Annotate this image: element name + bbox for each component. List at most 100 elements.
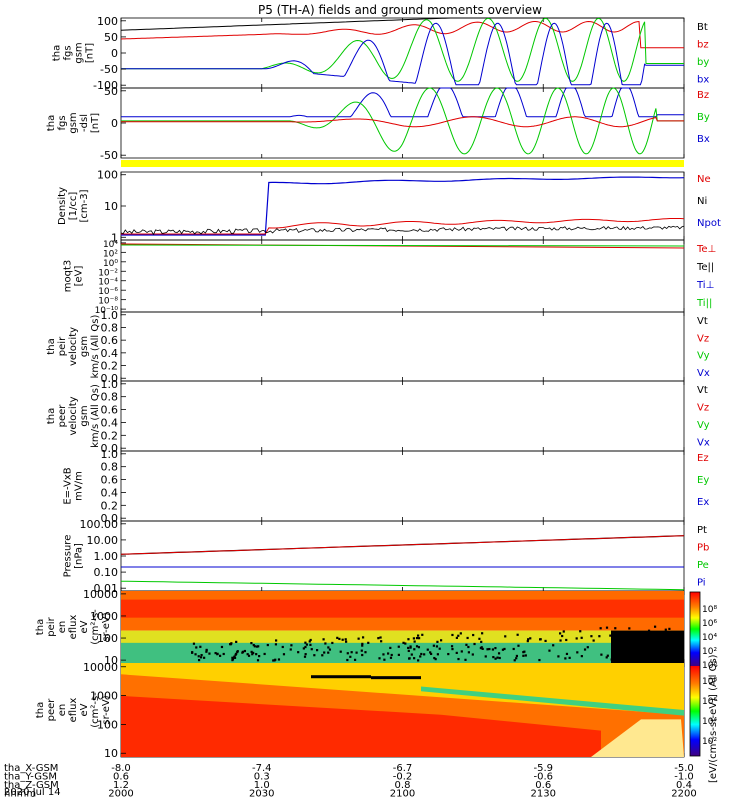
y-axis-label: gsm — [68, 112, 79, 133]
y-tick-label: 100 — [97, 169, 118, 182]
y-axis-label: peir — [57, 336, 68, 356]
y-tick-label: 0.10 — [94, 566, 119, 579]
y-tick-label: 100 — [97, 632, 118, 645]
y-tick-label: 50 — [104, 31, 118, 44]
legend-entry: Vx — [697, 368, 710, 379]
y-axis-label: tha — [46, 408, 57, 424]
y-axis-label: velocity — [68, 396, 79, 435]
y-axis-label: (cm²-s- — [90, 692, 101, 728]
bx-line — [121, 22, 684, 86]
panel-frame-pressure — [120, 520, 685, 592]
y-axis-label: -dsl — [79, 114, 90, 132]
legend-entry: Ez — [697, 453, 709, 464]
y-tick-label: 1.0 — [101, 378, 119, 391]
y-tick-label: 0.01 — [94, 582, 119, 595]
y-axis-label: mV/m — [74, 471, 85, 501]
legend-entry: Bx — [697, 134, 710, 145]
y-axis-label: gsm — [79, 336, 90, 357]
ephemeris-value: -0.6 — [533, 772, 553, 783]
y-axis-label: peer — [57, 404, 68, 428]
y-tick-label: 10 — [104, 654, 118, 667]
ephemeris-label: tha_X-GSM — [4, 763, 58, 774]
colorbar-tick: 10⁶ — [702, 697, 717, 707]
colorbar-tick: 10² — [702, 737, 717, 747]
legend-entry: Pt — [697, 525, 707, 536]
ephemeris-value: 0.8 — [395, 780, 411, 791]
by-dsl-line — [121, 87, 684, 155]
y-tick-label: 0.6 — [101, 334, 119, 347]
legend-entry: Te⊥ — [696, 244, 716, 255]
y-tick-label: 0.0 — [101, 442, 119, 455]
y-axis-label: en — [57, 621, 68, 634]
y-axis-label: E=-VxB — [63, 467, 74, 504]
y-tick-label: 0 — [111, 117, 118, 130]
ephemeris-value: 2200 — [671, 789, 696, 800]
y-tick-label: 100.00 — [80, 518, 119, 531]
legend-entry: Vy — [697, 420, 710, 431]
legend-entry: Vz — [697, 403, 709, 414]
y-tick-label: 1.0 — [101, 448, 119, 461]
y-axis-label: peer — [46, 698, 57, 722]
ephemeris-value: 0.6 — [113, 772, 129, 783]
figure-title: P5 (TH-A) fields and ground moments over… — [258, 3, 542, 17]
legend-entry: Vx — [697, 438, 710, 449]
legend-entry: Vt — [697, 385, 708, 396]
y-tick-label: 0.2 — [101, 429, 119, 442]
legend-entry: Pb — [697, 543, 709, 554]
legend-entry: Pe — [697, 560, 709, 571]
y-axis-label: gsm — [79, 405, 90, 426]
ephemeris-value: 1.2 — [113, 780, 129, 791]
legend-entry: Vz — [697, 333, 709, 344]
y-tick-label: 10⁻⁸ — [98, 297, 118, 307]
colorbar-tick: 10² — [702, 647, 717, 657]
y-tick-label: -50 — [100, 149, 118, 162]
ephemeris-value: 2000 — [108, 789, 133, 800]
colorbar-tick: 10⁴ — [702, 633, 717, 643]
y-axis-label: velocity — [68, 327, 79, 366]
y-axis-label: (cm²-s- — [90, 609, 101, 645]
ephemeris-value: 0.3 — [254, 772, 270, 783]
y-axis-label: peir — [46, 616, 57, 636]
y-tick-label: 1.0 — [101, 309, 119, 322]
y-axis-label: moqt3 — [63, 260, 74, 293]
ephemeris-value: -0.2 — [393, 772, 413, 783]
y-tick-label: -50 — [100, 63, 118, 76]
y-axis-label: [nT] — [85, 43, 96, 63]
y-axis-label: tha — [46, 115, 57, 131]
bx-dsl-line — [121, 87, 684, 118]
legend-entry: Te|| — [696, 262, 714, 273]
ephemeris-label: tha_Y-GSM — [4, 772, 57, 783]
ephemeris-value: -1.0 — [674, 772, 694, 783]
y-tick-label: 10 — [104, 200, 118, 213]
y-axis-label: km/s (All Qs) — [90, 315, 101, 379]
y-tick-label: 10⁻⁶ — [98, 287, 118, 297]
y-axis-label: gsm — [74, 42, 85, 63]
y-tick-label: 10² — [103, 249, 118, 259]
ephemeris-value: 0.6 — [535, 780, 551, 791]
y-axis-label: fgs — [57, 115, 68, 130]
y-tick-label: 0.8 — [101, 461, 119, 474]
colorbar-tick: 10⁰ — [702, 661, 717, 671]
y-tick-label: 1.00 — [94, 550, 119, 563]
y-axis-label: en — [57, 704, 68, 717]
y-axis-label: tha — [35, 702, 46, 718]
colorbar-tick: 10⁸ — [702, 605, 717, 615]
y-axis-label: tha — [35, 619, 46, 635]
colorbar-tick: 10⁴ — [702, 717, 717, 727]
y-tick-label: 10⁻² — [98, 268, 118, 278]
y-tick-label: 1000 — [90, 690, 118, 703]
ephemeris-value: -5.0 — [674, 763, 694, 774]
colorbar-tick: 10⁶ — [702, 619, 717, 629]
bt-line — [120, 17, 684, 31]
bz-dsl-line — [121, 116, 684, 128]
legend-entry: Bz — [697, 90, 709, 101]
y-axis-label: eV — [79, 703, 90, 716]
y-tick-label: 0.6 — [101, 474, 119, 487]
y-axis-label: eV — [79, 620, 90, 633]
y-tick-label: 10000 — [83, 588, 118, 601]
y-axis-label: tha — [52, 45, 63, 61]
y-axis-label: sr-eV) — [101, 612, 112, 641]
y-tick-label: -100 — [93, 79, 118, 92]
ephemeris-value: 2130 — [531, 789, 556, 800]
